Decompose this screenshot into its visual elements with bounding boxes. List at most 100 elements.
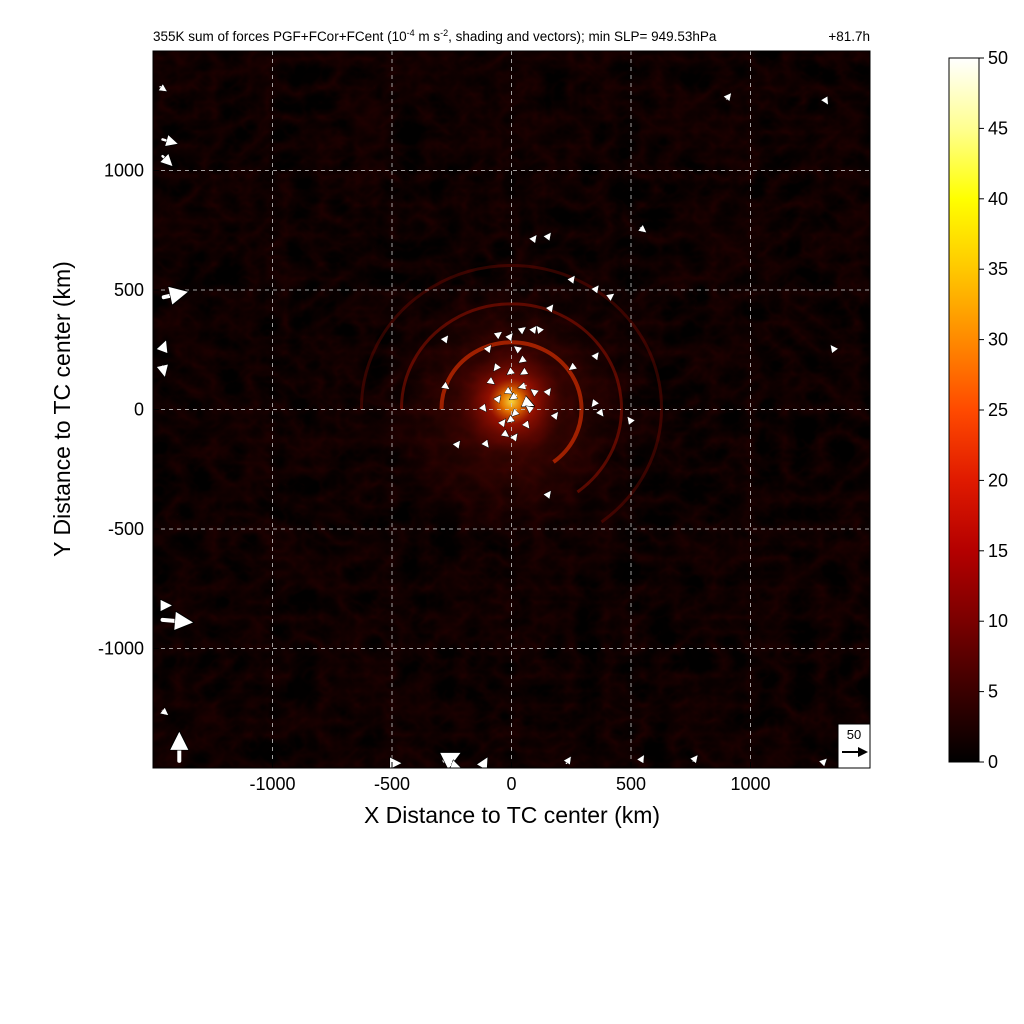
colorbar-tick-label: 50 xyxy=(988,48,1008,68)
force-vector-arrow xyxy=(488,346,491,350)
force-vector-arrow xyxy=(494,366,497,370)
colorbar-tick-label: 5 xyxy=(988,682,998,702)
force-vector-arrow xyxy=(514,434,517,438)
spiral-band xyxy=(399,302,623,494)
force-vector-arrow xyxy=(533,327,536,331)
force-vector-arrow xyxy=(641,756,644,761)
colorbar-tick-label: 35 xyxy=(988,259,1008,279)
colorbar-tick-label: 10 xyxy=(988,611,1008,631)
force-vector-arrow xyxy=(521,328,525,331)
force-vector-arrow xyxy=(445,754,458,761)
y-tick-label: -1000 xyxy=(98,639,144,659)
x-axis-label: X Distance to TC center (km) xyxy=(364,802,660,828)
force-vector-arrow xyxy=(445,336,448,340)
force-vector-arrow xyxy=(490,381,494,384)
force-vector-arrow xyxy=(550,305,553,309)
heatmap-field xyxy=(153,51,870,768)
force-vector-arrow xyxy=(555,413,558,417)
chart-title: 355K sum of forces PGF+FCor+FCent (10-4 … xyxy=(153,28,717,44)
force-vector-arrow xyxy=(161,292,186,297)
force-vector-arrow xyxy=(163,342,166,350)
force-vector-arrow xyxy=(609,294,613,297)
x-axis-ticks: -1000 -500 0 500 1000 xyxy=(249,762,771,794)
force-vector-arrow xyxy=(532,390,536,393)
force-vector-arrow xyxy=(831,346,834,350)
x-tick-label: -500 xyxy=(374,774,410,794)
force-vector-arrow xyxy=(163,711,168,715)
force-vector-arrow xyxy=(520,359,524,362)
colorbar-tick-label: 25 xyxy=(988,400,1008,420)
y-axis-ticks: -1000 -500 0 500 1000 xyxy=(98,161,159,659)
spiral-band xyxy=(439,340,584,464)
force-vector-arrow xyxy=(445,386,449,389)
force-vector-arrow xyxy=(511,395,517,399)
force-vector-arrow xyxy=(693,756,697,761)
force-vector-arrow xyxy=(822,759,826,763)
y-axis-label: Y Distance to TC center (km) xyxy=(49,261,75,557)
force-vector-arrow xyxy=(519,386,527,388)
x-tick-label: -1000 xyxy=(249,774,295,794)
force-vector-arrow xyxy=(161,139,176,143)
colorbar-ticks: 0 5 10 15 20 25 30 35 40 45 50 xyxy=(979,48,1008,772)
colorbar-tick-label: 15 xyxy=(988,541,1008,561)
force-vector-arrow xyxy=(521,371,526,374)
colorbar-tick-label: 45 xyxy=(988,118,1008,138)
forecast-hour-label: +81.7h xyxy=(828,29,870,44)
force-vector-arrow xyxy=(509,334,512,338)
force-vector-arrow xyxy=(547,389,550,393)
colorbar: 0 5 10 15 20 25 30 35 40 45 50 xyxy=(948,48,1008,772)
force-vector-arrow xyxy=(483,407,486,411)
force-vector-arrow xyxy=(452,766,461,768)
colorbar-tick-label: 40 xyxy=(988,189,1008,209)
force-vector-arrow xyxy=(570,366,574,369)
colorbar-tick-label: 20 xyxy=(988,470,1008,490)
force-vector-arrow xyxy=(533,236,536,240)
force-vector-arrow xyxy=(497,333,501,336)
x-tick-label: 0 xyxy=(506,774,516,794)
force-vector-arrow xyxy=(502,420,505,424)
force-vector-arrow xyxy=(504,433,508,436)
force-vector-arrow xyxy=(515,347,519,350)
reference-vector-key: 50 xyxy=(837,723,871,769)
x-tick-label: 500 xyxy=(616,774,646,794)
force-vector-arrow xyxy=(508,371,512,374)
colorbar-strip xyxy=(948,57,980,763)
force-vector-arrow xyxy=(163,366,165,375)
reference-vector-label: 50 xyxy=(847,727,861,742)
x-tick-label: 1000 xyxy=(730,774,770,794)
force-vector-arrow xyxy=(641,228,646,232)
force-vector-arrow xyxy=(526,402,533,405)
force-vector-arrow xyxy=(571,277,574,281)
force-vector-arrow xyxy=(825,99,828,104)
spiral-band xyxy=(359,264,663,524)
force-vector-arrow xyxy=(527,407,531,410)
force-vector-arrow xyxy=(566,757,570,763)
force-vector-arrow xyxy=(600,412,603,416)
colorbar-tick-label: 30 xyxy=(988,330,1008,350)
force-vector-arrow xyxy=(592,402,595,406)
storm-eyewall xyxy=(456,346,567,457)
force-vector-arrow xyxy=(497,396,500,400)
force-vector-arrow xyxy=(595,353,598,357)
force-vector-arrow xyxy=(547,234,550,238)
y-tick-label: -500 xyxy=(108,519,144,539)
force-vector-arrow xyxy=(595,286,598,290)
force-vector-arrow xyxy=(537,327,540,331)
force-vector-arrow xyxy=(485,443,488,447)
force-vector-arrow xyxy=(457,442,460,446)
y-tick-label: 1000 xyxy=(104,161,144,181)
force-vector-arrow xyxy=(526,424,529,428)
force-vector-arrow xyxy=(628,418,631,422)
reference-vector-box xyxy=(837,723,871,769)
force-vector-arrow xyxy=(160,620,191,622)
force-vectors xyxy=(160,87,834,768)
force-vector-arrow xyxy=(483,759,487,766)
force-vector-arrow xyxy=(160,87,166,91)
force-vector-arrow xyxy=(547,492,550,496)
y-tick-label: 500 xyxy=(114,280,144,300)
force-vector-arrow xyxy=(727,94,731,99)
force-vector-arrow xyxy=(163,156,172,165)
y-tick-label: 0 xyxy=(134,400,144,420)
colorbar-tick-label: 0 xyxy=(988,752,998,772)
